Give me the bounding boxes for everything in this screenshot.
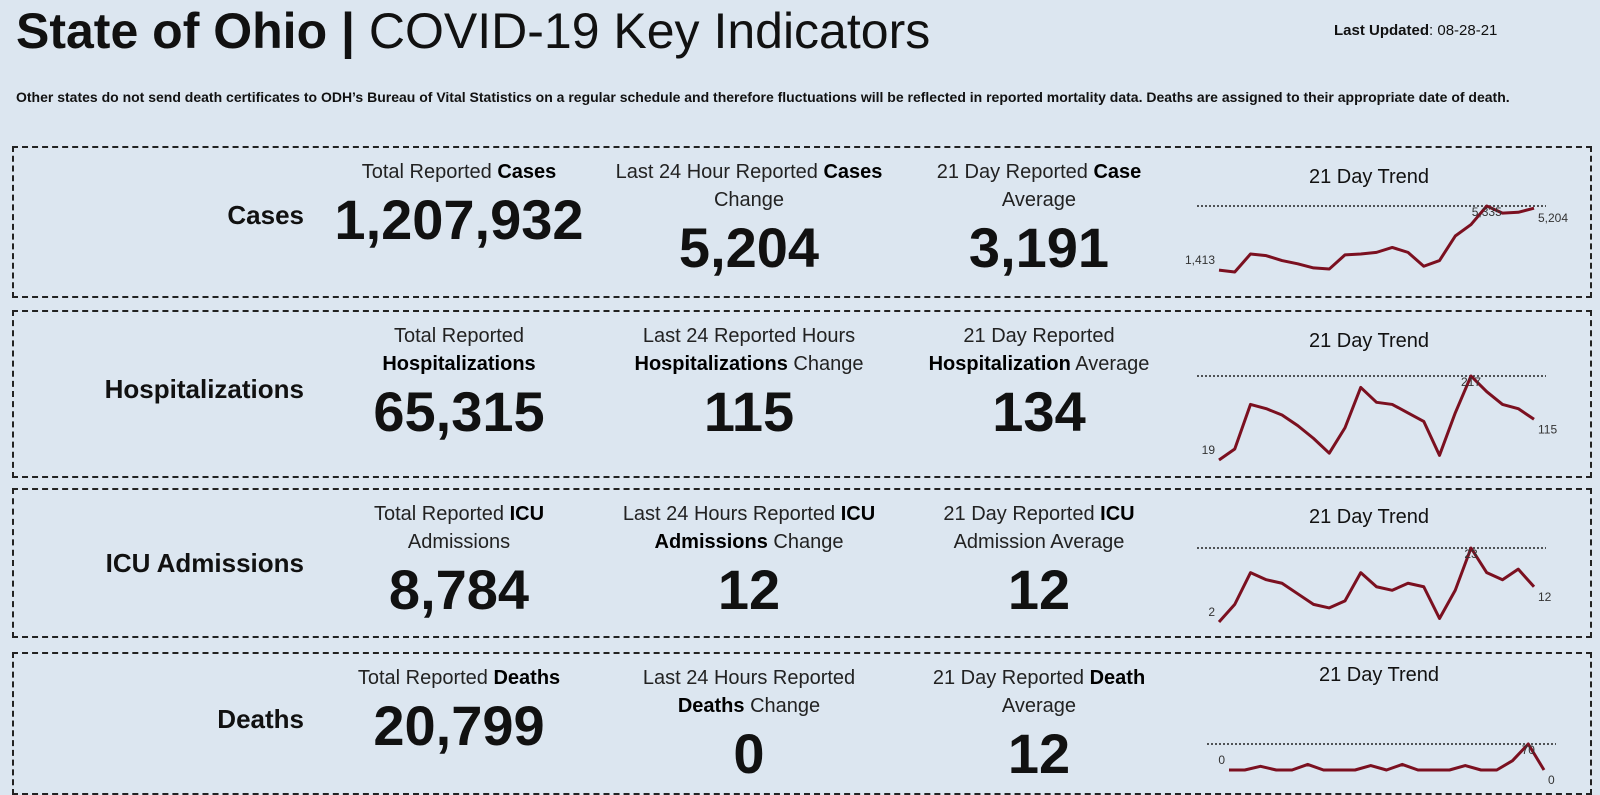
change-label-cases: Last 24 Hour Reported Cases Change <box>615 161 883 211</box>
average-label-hospitalizations: 21 Day Reported Hospitalization Average <box>928 325 1150 375</box>
last-updated-value: : 08-28-21 <box>1429 22 1498 39</box>
change-value-hospitalizations: 115 <box>703 380 795 443</box>
change-value-icu-admissions: 12 <box>717 558 781 621</box>
trend-title-hospitalizations: 21 Day Trend <box>1308 330 1430 352</box>
change-label-icu-admissions: Last 24 Hours Reported ICU Admissions Ch… <box>622 503 876 553</box>
average-label-cases: 21 Day Reported Case Average <box>936 161 1142 211</box>
average-value-deaths: 12 <box>1007 722 1071 785</box>
indicator-row-icu-admissions: ICU Admissions Total Reported ICU Admissi… <box>12 488 1592 638</box>
trend-line <box>1218 204 1535 274</box>
row-label-deaths: Deaths <box>217 704 304 734</box>
indicator-row-deaths: Deaths Total Reported Deaths 20,799 Last 24… <box>12 652 1592 795</box>
average-column-deaths: 21 Day Reported Death Average 12 <box>904 664 1174 784</box>
trend-start-label: 1,413 <box>1185 253 1215 267</box>
indicator-row-hospitalizations: Hospitalizations Total Reported Hospitali… <box>12 310 1592 478</box>
average-value-cases: 3,191 <box>968 216 1110 279</box>
change-label-hospitalizations: Last 24 Reported Hours Hospitalizations … <box>634 325 864 375</box>
total-column-deaths: Total Reported Deaths 20,799 <box>324 664 594 756</box>
total-value-deaths: 20,799 <box>373 694 545 757</box>
trend-max-label: 217 <box>1461 375 1481 389</box>
change-value-cases: 5,204 <box>678 216 820 279</box>
total-label-icu-admissions: Total Reported ICU Admissions <box>373 503 545 553</box>
average-label-icu-admissions: 21 Day Reported ICU Admission Average <box>943 503 1135 553</box>
trend-line <box>1217 546 1536 623</box>
title-rest: COVID-19 Key Indicators <box>368 3 931 59</box>
total-column-cases: Total Reported Cases 1,207,932 <box>324 158 594 250</box>
trend-line <box>1229 742 1546 772</box>
average-value-hospitalizations: 134 <box>992 380 1086 443</box>
trend-sparkline-deaths: 0 0 70 <box>1207 742 1556 787</box>
total-label-deaths: Total Reported Deaths <box>357 667 561 689</box>
change-label-deaths: Last 24 Hours Reported Deaths Change <box>642 667 856 717</box>
total-column-icu-admissions: Total Reported ICU Admissions 8,784 <box>324 500 594 620</box>
trend-start-label: 2 <box>1208 605 1215 619</box>
trend-end-label: 0 <box>1548 773 1555 787</box>
trend-sparkline-hospitalizations: 19 115 217 <box>1197 374 1557 462</box>
trend-sparkline-cases: 1,413 5,204 5,335 <box>1185 204 1568 274</box>
row-label-hospitalizations: Hospitalizations <box>104 374 304 404</box>
total-value-icu-admissions: 8,784 <box>388 558 530 621</box>
average-column-cases: 21 Day Reported Case Average 3,191 <box>904 158 1174 278</box>
last-updated: Last Updated: 08-28-21 <box>1334 22 1497 39</box>
change-column-cases: Last 24 Hour Reported Cases Change 5,204 <box>614 158 884 278</box>
trend-end-label: 5,204 <box>1538 211 1568 225</box>
average-label-deaths: 21 Day Reported Death Average <box>932 667 1146 717</box>
row-label-cases: Cases <box>227 200 304 230</box>
trend-title-icu-admissions: 21 Day Trend <box>1308 506 1430 528</box>
row-label-icu-admissions: ICU Admissions <box>105 548 304 578</box>
average-value-icu-admissions: 12 <box>1007 558 1071 621</box>
trend-title-deaths: 21 Day Trend <box>1318 664 1440 686</box>
trend-end-label: 115 <box>1538 422 1557 436</box>
trend-end-label: 12 <box>1538 590 1552 604</box>
trend-line <box>1218 374 1535 462</box>
trend-start-label: 19 <box>1202 443 1216 457</box>
average-column-icu-admissions: 21 Day Reported ICU Admission Average 12 <box>904 500 1174 620</box>
trend-start-label: 0 <box>1218 753 1225 767</box>
average-column-hospitalizations: 21 Day Reported Hospitalization Average 1… <box>904 322 1174 442</box>
change-value-deaths: 0 <box>733 722 765 785</box>
last-updated-label: Last Updated <box>1334 22 1430 39</box>
total-column-hospitalizations: Total Reported Hospitalizations 65,315 <box>324 322 594 442</box>
change-column-icu-admissions: Last 24 Hours Reported ICU Admissions Ch… <box>614 500 884 620</box>
trend-title-cases: 21 Day Trend <box>1308 166 1430 188</box>
change-column-deaths: Last 24 Hours Reported Deaths Change 0 <box>614 664 884 784</box>
change-column-hospitalizations: Last 24 Reported Hours Hospitalizations … <box>614 322 884 442</box>
total-value-hospitalizations: 65,315 <box>373 380 545 443</box>
mortality-note: Other states do not send death certifica… <box>16 89 1510 105</box>
indicator-row-cases: Cases Total Reported Cases 1,207,932 Last 2… <box>12 146 1592 298</box>
trend-max-label: 23 <box>1464 547 1478 561</box>
total-label-hospitalizations: Total Reported Hospitalizations <box>382 325 536 375</box>
title-separator: | <box>327 3 369 59</box>
title-bold: State of Ohio <box>16 3 328 59</box>
total-label-cases: Total Reported Cases <box>361 161 557 183</box>
trend-max-label: 5,335 <box>1472 205 1502 219</box>
total-value-cases: 1,207,932 <box>334 188 584 251</box>
page-title: State of Ohio | COVID-19 Key Indicators <box>16 2 930 60</box>
trend-max-label: 70 <box>1522 743 1536 757</box>
trend-sparkline-icu-admissions: 2 12 23 <box>1197 546 1552 623</box>
